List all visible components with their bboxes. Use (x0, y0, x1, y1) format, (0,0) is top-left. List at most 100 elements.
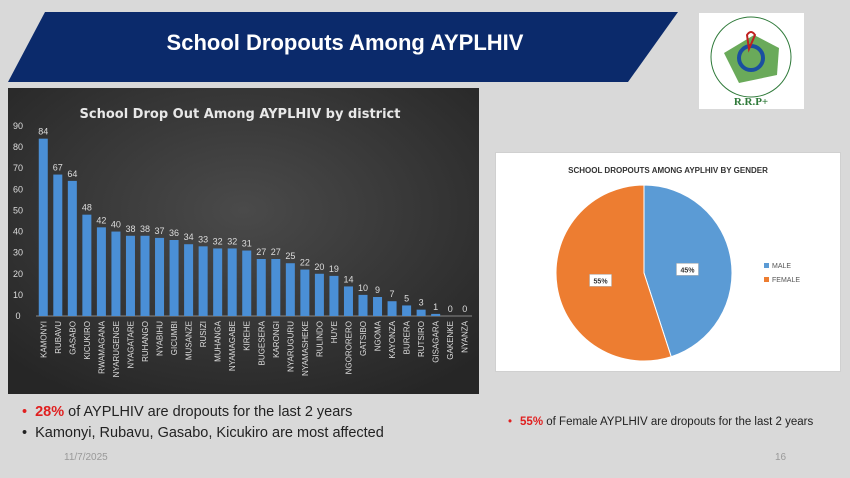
bar (256, 259, 266, 316)
x-tick-label: MUHANGA (214, 320, 223, 362)
x-tick-label: GATSIBO (359, 321, 368, 356)
bar (373, 297, 383, 316)
bar-value-label: 64 (67, 169, 77, 179)
district-bar-chart: School Drop Out Among AYPLHIV by distric… (8, 88, 479, 394)
data-label-box (676, 263, 699, 276)
bar-value-label: 25 (285, 251, 295, 261)
x-tick-label: KAYONZA (388, 320, 397, 358)
bar (314, 273, 324, 316)
x-tick-label: NYAGATARE (126, 321, 135, 369)
y-tick-label: 10 (13, 290, 23, 300)
y-tick-label: 50 (13, 205, 23, 215)
x-tick-label: MUSANZE (185, 321, 194, 360)
bar (343, 286, 353, 316)
bar (271, 259, 281, 316)
bar (431, 313, 441, 316)
x-tick-label: RWAMAGANA (97, 320, 106, 374)
bar-value-label: 42 (96, 215, 106, 225)
bar-value-label: 0 (448, 304, 453, 314)
bar-value-label: 84 (38, 127, 48, 137)
bar-value-label: 37 (155, 226, 165, 236)
x-tick-label: GISAGARA (432, 320, 441, 362)
bar-value-label: 3 (419, 298, 424, 308)
y-tick-label: 80 (13, 142, 23, 152)
data-label-text: 55% (594, 278, 609, 285)
x-tick-label: BUGESERA (257, 320, 266, 365)
data-label-text: 45% (680, 267, 695, 274)
x-tick-label: NYANZA (461, 320, 470, 353)
bar (416, 309, 426, 316)
pie-chart-title: SCHOOL DROPOUTS AMONG AYPLHIV BY GENDER (568, 166, 768, 175)
bar-value-label: 31 (242, 239, 252, 249)
bar (169, 240, 179, 316)
x-tick-label: RUBAVU (54, 321, 63, 354)
x-tick-label: RUHANGO (141, 321, 150, 362)
y-tick-label: 90 (13, 121, 23, 131)
bar-value-label: 48 (82, 203, 92, 213)
bar-value-label: 40 (111, 220, 121, 230)
bar (82, 214, 92, 316)
x-tick-label: KAMONYI (39, 321, 48, 358)
bar-value-label: 19 (329, 264, 339, 274)
bullet-1: • 28% of AYPLHIV are dropouts for the las… (22, 404, 353, 420)
bar-value-label: 27 (256, 247, 266, 257)
bar (358, 294, 368, 316)
bar-value-label: 32 (213, 236, 223, 246)
bar-value-label: 38 (140, 224, 150, 234)
svg-text:R.R.P+: R.R.P+ (734, 96, 768, 108)
x-tick-label: KIREHE (243, 321, 252, 351)
x-tick-label: RUSIZI (199, 321, 208, 347)
bar (53, 174, 63, 316)
bar (155, 237, 165, 316)
bar-chart-title: School Drop Out Among AYPLHIV by distric… (80, 107, 401, 122)
bar (227, 248, 237, 316)
bar-value-label: 10 (358, 283, 368, 293)
bar-value-label: 20 (314, 262, 324, 272)
x-tick-label: BURERA (403, 320, 412, 354)
bar (96, 227, 106, 316)
bar (198, 246, 208, 316)
x-tick-label: GASABO (68, 321, 77, 355)
bar-value-label: 33 (198, 234, 208, 244)
bar-value-label: 38 (125, 224, 135, 234)
data-label-box (589, 274, 612, 287)
bar (213, 248, 223, 316)
x-tick-label: HUYE (330, 321, 339, 343)
bar-value-label: 22 (300, 258, 310, 268)
x-tick-label: NYAMASHEKE (301, 321, 310, 376)
bar (38, 138, 48, 316)
bar (140, 235, 150, 316)
x-tick-label: RULINDO (315, 321, 324, 357)
bar (184, 244, 194, 316)
x-tick-label: NGOMA (374, 320, 383, 351)
x-tick-label: GICUMBI (170, 321, 179, 355)
page-number: 16 (775, 452, 787, 463)
slide-date: 11/7/2025 (64, 452, 108, 463)
y-tick-label: 20 (13, 269, 23, 279)
bar (387, 301, 397, 316)
bar-value-label: 0 (462, 304, 467, 314)
y-tick-label: 30 (13, 248, 23, 258)
bar-value-label: 7 (390, 289, 395, 299)
y-tick-label: 40 (13, 227, 23, 237)
bar-value-label: 9 (375, 285, 380, 295)
legend-label: FEMALE (772, 277, 800, 284)
bullet-2: • Kamonyi, Rubavu, Gasabo, Kicukiro are m… (22, 425, 384, 441)
bar-value-label: 5 (404, 293, 409, 303)
legend-label: MALE (772, 263, 791, 270)
x-tick-label: NYAMAGABE (228, 321, 237, 371)
bar (300, 269, 310, 316)
x-tick-label: KARONGI (272, 321, 281, 358)
slide-title: School Dropouts Among AYPLHIV (166, 30, 524, 55)
bullet-3: • 55% of Female AYPLHIV are dropouts for … (508, 416, 814, 428)
y-tick-label: 70 (13, 163, 23, 173)
bar (125, 235, 135, 316)
gender-pie-chart: SCHOOL DROPOUTS AMONG AYPLHIV BY GENDER … (495, 152, 841, 372)
bar (111, 231, 121, 316)
pie-data-label: 55% (589, 274, 612, 287)
bar-value-label: 1 (433, 302, 438, 312)
bar (285, 263, 295, 316)
rrp-logo: R.R.P+ (699, 13, 804, 109)
pie-data-label: 45% (676, 263, 699, 276)
bar (242, 250, 252, 316)
